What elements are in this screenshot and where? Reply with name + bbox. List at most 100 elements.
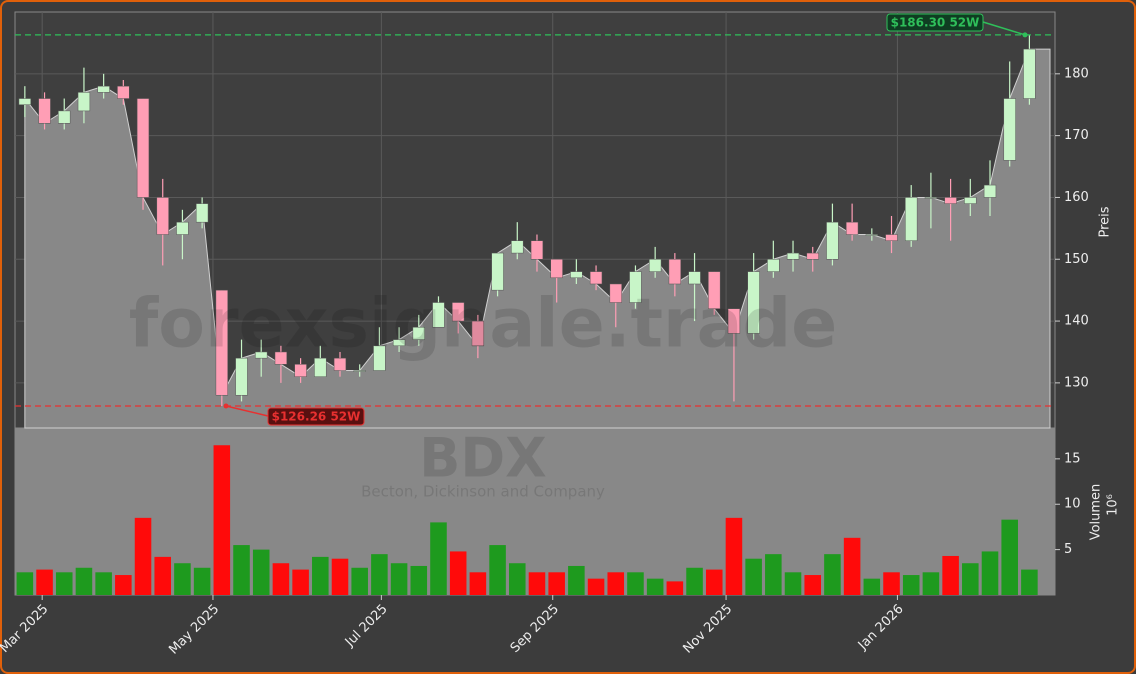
volume-bar (745, 558, 762, 595)
x-tick-label: Sep 2025 (508, 602, 562, 656)
volume-bar (784, 572, 802, 595)
candle-body (983, 184, 997, 198)
candle-body (156, 197, 169, 235)
volume-bar (390, 563, 408, 595)
volume-bar (213, 445, 231, 595)
volume-bar (962, 563, 979, 595)
candle-body (215, 289, 228, 396)
candle-body (117, 85, 130, 99)
candle-body (648, 259, 662, 272)
volume-bar (725, 517, 743, 595)
candle-body (511, 240, 524, 254)
annotation-box (886, 13, 984, 32)
volume-bar (607, 572, 625, 595)
volume-bar (252, 549, 270, 595)
x-tick-label: Nov 2025 (680, 602, 735, 657)
candle-body (1003, 98, 1016, 161)
candle-body (1023, 48, 1036, 99)
volume-title: BDX (419, 427, 547, 490)
y-tick-label: 160 (1064, 190, 1089, 205)
volume-bar (272, 563, 290, 595)
volume-subtitle: Becton, Dickinson and Company (361, 483, 605, 501)
volume-bar (824, 554, 841, 595)
candle-body (176, 221, 189, 235)
candle-body (806, 252, 819, 260)
volume-bar (331, 558, 349, 595)
y-tick-label: 130 (1064, 375, 1089, 390)
volume-bar (410, 565, 428, 595)
volume-bar (863, 578, 881, 595)
volume-bar (95, 572, 112, 595)
candle-body (845, 221, 859, 235)
candle-body (570, 271, 583, 279)
candle-body (392, 339, 406, 347)
y-tick-label: 180 (1064, 66, 1089, 81)
volume-bar (646, 578, 664, 595)
y-tick-label: 150 (1064, 252, 1089, 267)
volume-bar (666, 581, 684, 595)
volume-bar (528, 572, 546, 595)
x-tick-label: Jan 2026 (855, 602, 907, 654)
volume-bar (430, 522, 447, 595)
volume-bar (509, 563, 526, 595)
candle-body (668, 259, 682, 285)
volume-bar (312, 556, 329, 595)
y-tick-label: 15 (1064, 451, 1081, 466)
candle-body (471, 320, 485, 347)
candle-body (688, 271, 701, 285)
candle-body (294, 364, 307, 377)
x-tick-label: Jul 2025 (342, 602, 391, 651)
candle-body (195, 203, 209, 223)
volume-bar (902, 575, 920, 595)
candle-body (353, 370, 366, 372)
volume-bar (115, 575, 132, 595)
volume-bar (587, 578, 605, 595)
candle-body (333, 357, 347, 371)
candle-body (136, 98, 150, 198)
candle-body (314, 357, 327, 377)
annotation-arrow-head (1022, 32, 1028, 38)
candle-body (865, 234, 878, 236)
volume-bar (942, 555, 959, 595)
candle-body (18, 98, 32, 105)
candle-body (747, 271, 760, 334)
annotation-label: $186.30 52W (891, 16, 980, 30)
volume-bar (548, 572, 565, 595)
volume-bar (193, 567, 211, 595)
volume-bar (843, 537, 861, 595)
x-tick-label: May 2025 (166, 602, 222, 658)
candle-body (885, 234, 898, 241)
volume-bar (981, 551, 999, 595)
candle-body (432, 302, 445, 328)
candle-body (412, 326, 425, 340)
candle-body (708, 271, 721, 309)
candle-body (629, 271, 642, 303)
volume-bar (351, 567, 368, 595)
annotation-arrow (982, 21, 1026, 36)
candle-body (274, 351, 288, 365)
candle-body (589, 271, 603, 285)
candle-body (373, 345, 386, 371)
volume-bar (154, 556, 171, 595)
y-tick-label: 170 (1064, 128, 1089, 143)
candle-body (235, 357, 248, 396)
volume-bar (765, 554, 782, 595)
volume-bar (922, 572, 940, 595)
candle-body (97, 85, 110, 93)
volume-bar (75, 567, 93, 595)
volume-bar (1001, 519, 1018, 595)
annotation-label: $126.26 52W (272, 410, 361, 424)
watermark: forexsignale.trade (129, 285, 838, 364)
candle-body (964, 197, 977, 204)
candle-body (767, 259, 780, 272)
candle-body (452, 302, 465, 322)
annotation-arrow (225, 405, 269, 417)
volume-bar (804, 575, 821, 595)
y-axis-label: Volumen (1089, 484, 1104, 541)
volume-bar (1021, 569, 1038, 595)
volume-bar (174, 563, 191, 595)
y-tick-label: 140 (1064, 314, 1089, 329)
volume-bar (371, 554, 388, 595)
